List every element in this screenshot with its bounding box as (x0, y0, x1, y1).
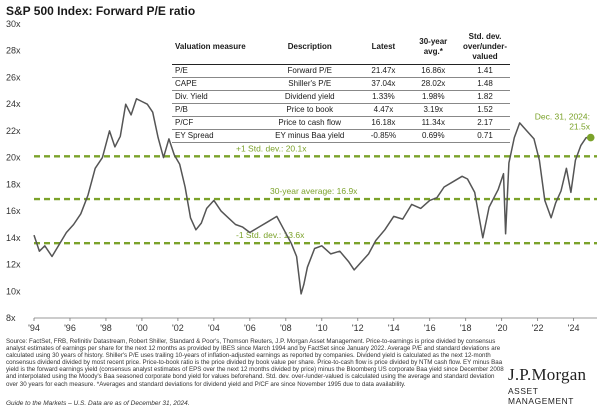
x-tick-label: '22 (532, 323, 544, 333)
table-cell: 0.69% (406, 129, 460, 143)
table-cell: Forward P/E (259, 64, 361, 78)
jp-morgan-logo: J.P.Morgan ASSET MANAGEMENT (508, 365, 596, 406)
table-row: Div. Yield Dividend yield 1.33% 1.98% 1.82 (172, 90, 510, 104)
table-cell: Price to book (259, 103, 361, 117)
reference-line-label: 30-year average: 16.9x (270, 186, 358, 196)
y-tick-label: 30x (6, 19, 21, 29)
table-cell: 1.48 (459, 77, 510, 91)
latest-value-label: 21.5x (569, 122, 591, 132)
table-row: CAPE Shiller's P/E 37.04x 28.02x 1.48 (172, 77, 510, 91)
x-tick-label: '00 (136, 323, 148, 333)
y-tick-label: 26x (6, 72, 21, 82)
latest-value-date-label: Dec. 31, 2024: (535, 112, 590, 122)
y-axis: 8x 10x 12x 14x 16x 18x 20x 22x 24x 26x 28x 30x (6, 19, 21, 323)
x-tick-label: '98 (100, 323, 112, 333)
table-cell: CAPE (172, 77, 260, 91)
table-cell: P/E (172, 64, 260, 78)
x-tick-label: '24 (568, 323, 580, 333)
x-tick-label: '16 (424, 323, 436, 333)
table-body: P/E Forward P/E 21.47x 16.86x 1.41 CAPE Shille… (172, 64, 510, 143)
table-header: Std. dev. over/under-valued (459, 30, 510, 65)
table-cell: 1.98% (406, 90, 460, 104)
y-tick-label: 20x (6, 153, 21, 163)
table-header: Latest (360, 30, 407, 65)
table-cell: 16.86x (406, 64, 460, 78)
table-row: P/E Forward P/E 21.47x 16.86x 1.41 (172, 64, 510, 78)
y-tick-label: 22x (6, 126, 21, 136)
y-tick-label: 10x (6, 286, 21, 296)
table-cell: 2.17 (459, 116, 510, 130)
table-cell: 21.47x (360, 64, 407, 78)
table-row: EY Spread EY minus Baa yield -0.85% 0.69% 0.… (172, 129, 510, 143)
valuation-measures-table: Valuation measure Description Latest 30-… (172, 30, 510, 143)
y-tick-label: 28x (6, 46, 21, 56)
table-cell: P/B (172, 103, 260, 117)
table-cell: Div. Yield (172, 90, 260, 104)
y-tick-label: 18x (6, 179, 21, 189)
table-cell: 28.02x (406, 77, 460, 91)
table-cell: 1.33% (360, 90, 407, 104)
table-header: 30-year avg.* (406, 30, 460, 65)
table-cell: Shiller's P/E (259, 77, 361, 91)
forward-pe-series-line (33, 98, 592, 295)
latest-value-marker (586, 133, 595, 142)
table-cell: 11.34x (406, 116, 460, 130)
y-tick-label: 24x (6, 99, 21, 109)
x-tick-label: '94 (28, 323, 40, 333)
x-tick-label: '96 (64, 323, 76, 333)
table-cell: Dividend yield (259, 90, 361, 104)
table-cell: 1.41 (459, 64, 510, 78)
table-row: P/CF Price to cash flow 16.18x 11.34x 2.17 (172, 116, 510, 130)
table-cell: EY Spread (172, 129, 260, 143)
table-header: Description (259, 30, 361, 65)
logo-subtitle: ASSET MANAGEMENT (508, 386, 575, 406)
table-cell: 16.18x (360, 116, 407, 130)
x-tick-label: '18 (460, 323, 472, 333)
guide-footnote: Guide to the Markets – U.S. Data are as … (6, 400, 190, 407)
x-tick-label: '14 (388, 323, 400, 333)
table-cell: P/CF (172, 116, 260, 130)
table-row: P/B Price to book 4.47x 3.19x 1.52 (172, 103, 510, 117)
chart-title: S&P 500 Index: Forward P/E ratio (6, 4, 196, 18)
y-tick-label: 16x (6, 206, 21, 216)
source-footnote: Source: FactSet, FRB, Refinitiv Datastre… (6, 338, 504, 388)
table-cell: 37.04x (360, 77, 407, 91)
logo-wordmark: J.P.Morgan (508, 365, 587, 384)
table-cell: 4.47x (360, 103, 407, 117)
table-cell: 1.52 (459, 103, 510, 117)
table-cell: Price to cash flow (259, 116, 361, 130)
table-cell: 0.71 (459, 129, 510, 143)
table-cell: 3.19x (406, 103, 460, 117)
reference-line-label: +1 Std. dev.: 20.1x (236, 143, 307, 153)
y-tick-label: 8x (6, 313, 16, 323)
x-tick-label: '02 (172, 323, 184, 333)
x-tick-label: '06 (244, 323, 256, 333)
y-tick-label: 14x (6, 233, 21, 243)
y-tick-label: 12x (6, 260, 21, 270)
x-tick-label: '12 (352, 323, 364, 333)
x-axis: '94 '96 '98 '00 '02 '04 '06 '08 '10 '12 '14 '16 '18 '… (28, 317, 597, 333)
table-cell: -0.85% (360, 129, 407, 143)
x-tick-label: '20 (496, 323, 508, 333)
x-tick-label: '08 (280, 323, 292, 333)
x-tick-label: '04 (208, 323, 220, 333)
table-cell: EY minus Baa yield (259, 129, 361, 143)
x-tick-label: '10 (316, 323, 328, 333)
table-header-row: Valuation measure Description Latest 30-… (172, 30, 510, 65)
reference-line-label: -1 Std. dev.: 13.6x (236, 230, 305, 240)
table-cell: 1.82 (459, 90, 510, 104)
table-header: Valuation measure (172, 30, 260, 65)
reference-lines: +1 Std. dev.: 20.1x 30-year average: 16.9… (34, 143, 597, 245)
